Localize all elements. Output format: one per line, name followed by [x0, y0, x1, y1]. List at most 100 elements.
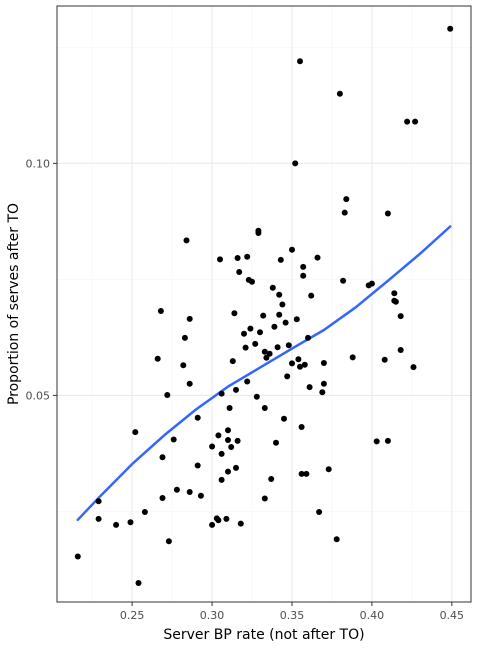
y-axis-ticks: 0.05 0.10 — [26, 157, 57, 402]
data-point — [297, 363, 303, 370]
data-point — [314, 254, 321, 261]
data-point — [244, 253, 251, 260]
data-point — [260, 312, 267, 319]
data-point — [226, 405, 233, 411]
data-point — [276, 311, 283, 318]
data-point — [218, 476, 225, 483]
data-point — [263, 354, 270, 361]
data-point — [225, 437, 231, 443]
data-point — [215, 517, 222, 524]
data-point — [292, 160, 299, 167]
data-point — [284, 373, 291, 380]
data-point — [225, 427, 231, 434]
data-point — [340, 277, 347, 284]
data-point — [368, 280, 375, 287]
data-point — [231, 310, 238, 317]
x-tick-label: 0.45 — [440, 609, 465, 622]
data-point — [276, 291, 283, 298]
data-point — [282, 319, 289, 326]
data-point — [295, 356, 302, 363]
data-point — [268, 476, 275, 482]
data-point — [209, 443, 216, 450]
data-point — [285, 342, 292, 349]
data-point — [186, 489, 193, 495]
data-point — [249, 278, 255, 285]
data-point — [252, 340, 259, 347]
data-point — [233, 386, 239, 393]
x-tick-label: 0.40 — [360, 609, 385, 622]
data-point — [113, 521, 120, 528]
data-point — [159, 495, 166, 501]
data-point — [289, 360, 295, 367]
data-point — [298, 470, 305, 477]
x-tick-label: 0.35 — [280, 609, 305, 622]
gridlines — [57, 6, 471, 602]
data-point — [197, 492, 204, 499]
data-point — [173, 486, 180, 493]
data-point — [225, 468, 231, 475]
data-point — [218, 450, 225, 457]
panel-border — [56, 5, 472, 603]
plot-panel — [56, 5, 472, 603]
data-point — [266, 350, 273, 357]
data-point — [95, 498, 102, 505]
data-point — [281, 415, 287, 422]
data-point — [316, 509, 323, 515]
data-point — [74, 553, 81, 560]
data-point — [410, 364, 417, 371]
data-point — [186, 380, 193, 387]
data-point — [412, 118, 419, 125]
data-point — [397, 347, 404, 353]
data-point — [298, 424, 305, 430]
data-point — [165, 538, 172, 545]
x-tick-label: 0.30 — [200, 609, 225, 622]
data-point — [170, 436, 177, 443]
x-axis-ticks: 0.25 0.30 0.35 0.40 0.45 — [120, 602, 464, 622]
data-point — [297, 58, 303, 65]
data-point — [325, 466, 332, 473]
data-point — [164, 392, 171, 398]
data-point — [253, 393, 260, 400]
data-point — [277, 256, 284, 263]
data-point — [349, 354, 356, 361]
data-point — [269, 284, 276, 291]
data-point — [247, 325, 254, 332]
data-point — [228, 444, 235, 450]
data-point — [215, 432, 222, 439]
y-tick-label: 0.10 — [26, 157, 51, 170]
data-point — [234, 437, 241, 444]
data-point — [159, 454, 166, 461]
data-point — [186, 315, 193, 322]
data-point — [301, 361, 308, 368]
data-point — [180, 362, 187, 369]
data-point — [373, 438, 380, 445]
data-point — [183, 237, 190, 244]
data-point — [234, 255, 241, 261]
data-point — [257, 329, 263, 336]
data-point — [157, 308, 164, 314]
data-point — [308, 292, 315, 299]
data-point — [95, 515, 102, 522]
data-point — [320, 360, 327, 366]
data-point — [384, 210, 391, 217]
data-point — [271, 323, 278, 330]
panel-background — [57, 6, 471, 602]
data-point — [229, 358, 236, 365]
data-point — [255, 227, 262, 234]
data-point — [217, 256, 223, 263]
data-point — [273, 439, 279, 446]
y-tick-label: 0.05 — [26, 389, 51, 402]
data-point — [233, 464, 239, 471]
x-axis-title: Server BP rate (not after TO) — [163, 627, 364, 643]
data-point — [392, 298, 399, 305]
data-point — [261, 495, 268, 502]
data-point — [320, 380, 327, 387]
x-tick-label: 0.25 — [120, 609, 145, 622]
data-point — [261, 348, 268, 355]
data-point — [274, 344, 281, 351]
data-point — [404, 118, 411, 125]
data-point — [279, 301, 286, 308]
data-point — [154, 355, 161, 362]
data-point — [141, 509, 148, 515]
data-point — [181, 334, 188, 341]
